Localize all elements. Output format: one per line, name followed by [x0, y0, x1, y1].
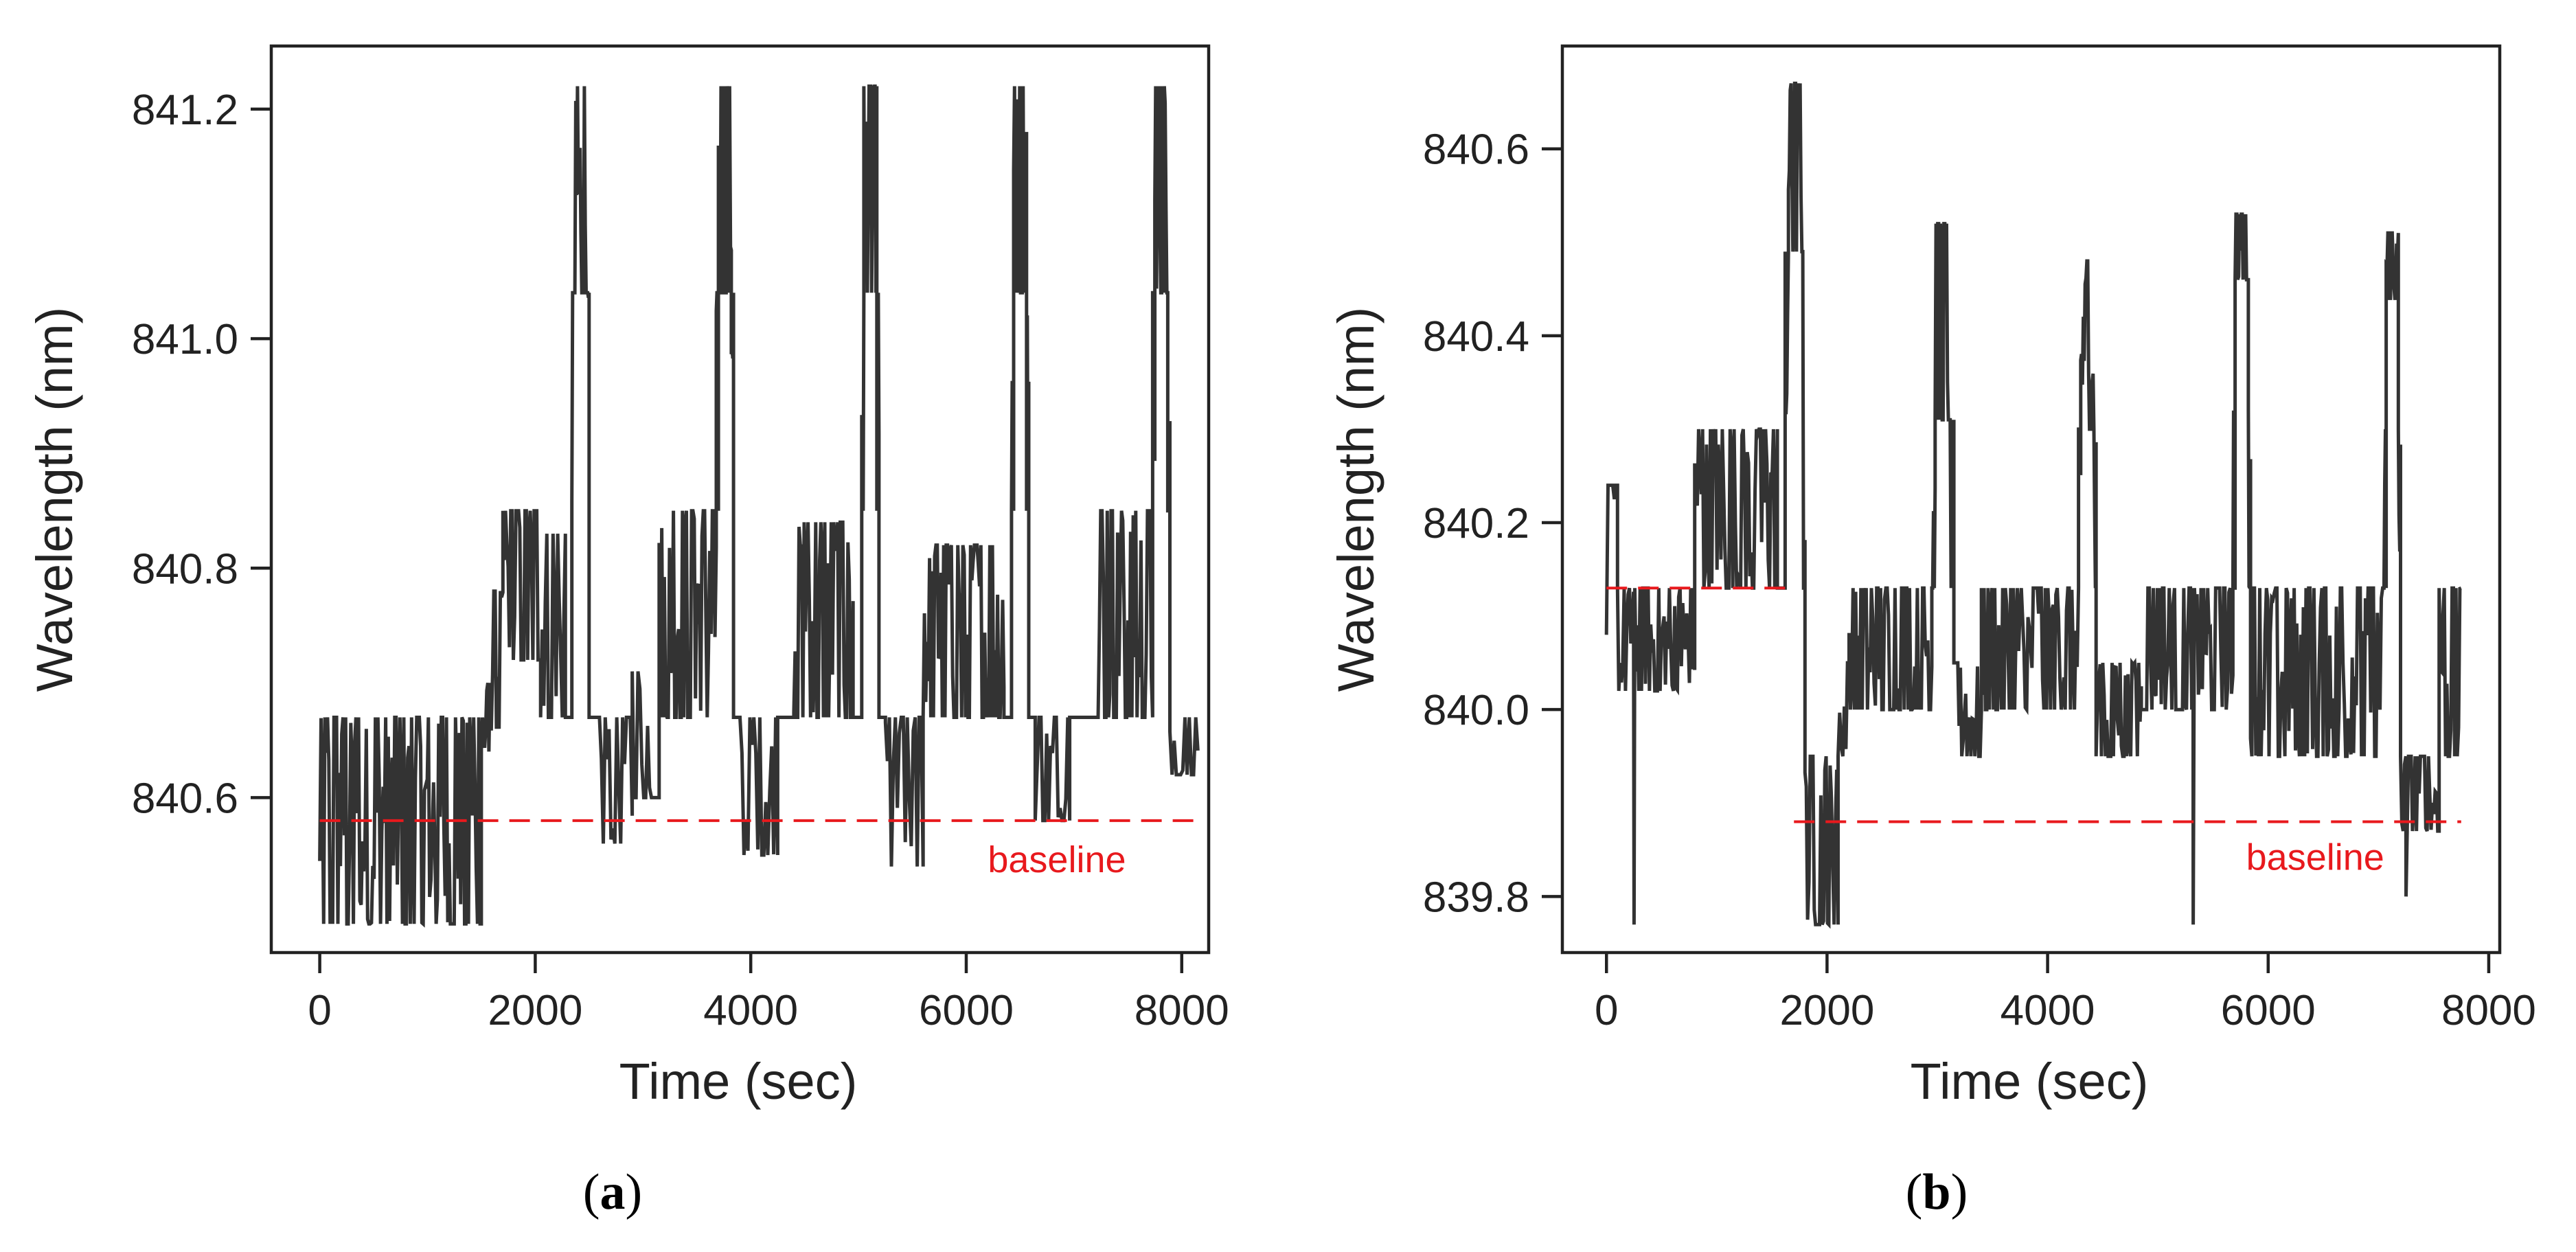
b-x-tick-label: 8000 — [2441, 987, 2536, 1034]
panel-a-label: (a) — [583, 1164, 642, 1220]
panel-b-x-ticks: 0 2000 4000 6000 8000 — [1595, 953, 2536, 1034]
panel-a-letter: a — [600, 1164, 626, 1220]
a-x-tick-label: 6000 — [919, 987, 1014, 1034]
b-x-tick-label: 6000 — [2221, 987, 2316, 1034]
b-x-tick-label: 4000 — [2001, 987, 2095, 1034]
panel-b-label: (b) — [1906, 1164, 1968, 1220]
panel-a-series — [318, 84, 1200, 928]
b-y-tick-label: 839.8 — [1423, 874, 1529, 921]
a-x-tick-label: 4000 — [703, 987, 798, 1034]
b-y-tick-label: 840.2 — [1423, 500, 1529, 547]
a-y-tick-label: 841.2 — [132, 87, 238, 134]
a-x-tick-label: 8000 — [1135, 987, 1229, 1034]
panel-b-plot-frame — [1560, 44, 2502, 955]
panel-b-letter: b — [1922, 1164, 1950, 1220]
panel-b-x-axis-title: Time (sec) — [1911, 1053, 2149, 1110]
panel-b-y-ticks: 839.8 840.0 840.2 840.4 840.6 — [1423, 126, 1562, 921]
a-x-tick-label: 2000 — [488, 987, 582, 1034]
panel-a-y-ticks: 840.6 840.8 841.0 841.2 — [132, 87, 271, 822]
panel-b-baseline-label: baseline — [2246, 836, 2384, 878]
a-x-tick-label: 0 — [308, 987, 331, 1034]
a-y-tick-label: 841.0 — [132, 316, 238, 363]
b-y-tick-label: 840.6 — [1423, 126, 1529, 174]
panel-b: baseline 839.8 840.0 840.2 840.4 840.6 0 2000… — [1327, 44, 2536, 1220]
b-x-tick-label: 0 — [1595, 987, 1618, 1034]
panel-b-series — [1604, 81, 2462, 929]
a-y-tick-label: 840.6 — [132, 775, 238, 822]
panel-a-y-axis-title: Wavelength (nm) — [26, 307, 83, 692]
panel-b-baselines — [1606, 587, 2461, 823]
panel-a-baseline-label: baseline — [988, 839, 1126, 880]
panel-a-series-line — [318, 84, 1200, 928]
panel-b-y-axis-title: Wavelength (nm) — [1327, 307, 1384, 692]
panel-a-plot-frame — [269, 44, 1211, 955]
b-y-tick-label: 840.4 — [1423, 313, 1529, 361]
panel-a-x-ticks: 0 2000 4000 6000 8000 — [308, 953, 1229, 1034]
panel-a-x-axis-title: Time (sec) — [619, 1053, 858, 1110]
b-x-tick-label: 2000 — [1779, 987, 1874, 1034]
b-y-tick-label: 840.0 — [1423, 687, 1529, 734]
panel-b-series-line — [1604, 81, 2462, 929]
a-y-tick-label: 840.8 — [132, 545, 238, 593]
panel-a: baseline 840.6 840.8 841.0 841.2 0 2000 4000 6… — [26, 44, 1229, 1220]
